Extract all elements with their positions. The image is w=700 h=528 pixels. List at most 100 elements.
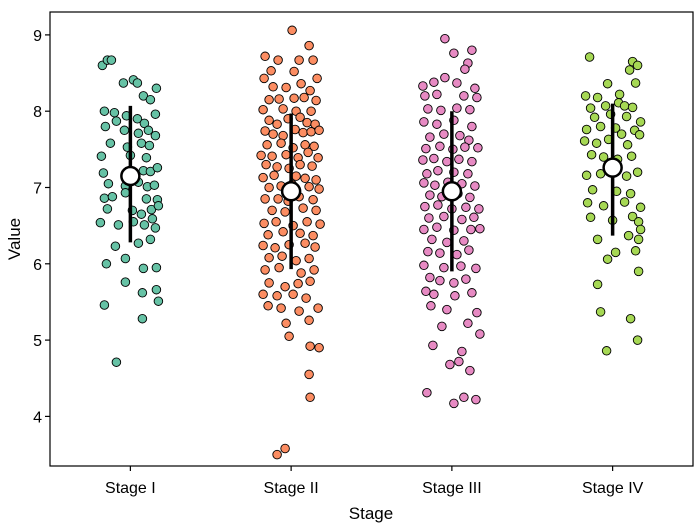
data-point <box>113 220 124 230</box>
data-point <box>461 274 471 284</box>
data-point <box>422 387 432 398</box>
data-point <box>258 104 268 115</box>
data-point <box>634 130 645 140</box>
data-point <box>137 288 148 298</box>
data-point <box>302 217 312 227</box>
data-point <box>582 198 593 208</box>
data-point <box>633 234 644 245</box>
data-point <box>311 175 321 185</box>
data-point <box>298 203 308 213</box>
data-point <box>119 125 130 136</box>
data-point <box>306 127 316 137</box>
y-tick-label: 5 <box>33 333 42 350</box>
data-point <box>153 201 164 211</box>
data-point <box>418 81 428 91</box>
mean-marker <box>602 157 623 178</box>
data-point <box>150 109 161 119</box>
data-point <box>598 201 609 211</box>
data-point <box>625 188 636 199</box>
data-point <box>103 178 114 189</box>
data-point <box>260 194 270 204</box>
data-point <box>272 291 282 301</box>
data-point <box>635 224 646 235</box>
plot-panel <box>49 11 694 467</box>
data-point <box>264 94 274 105</box>
data-point <box>309 265 319 275</box>
data-point <box>449 398 459 409</box>
data-point <box>281 82 291 93</box>
data-point <box>151 83 162 94</box>
mean-sd-summaries <box>120 103 623 272</box>
data-point <box>95 217 106 228</box>
group-points-1 <box>95 55 164 367</box>
data-point <box>305 85 315 96</box>
data-point <box>432 222 442 232</box>
data-point <box>101 259 112 269</box>
data-point <box>307 161 317 171</box>
data-point <box>263 301 273 311</box>
data-point <box>151 262 162 273</box>
data-point <box>300 173 310 184</box>
data-point <box>138 263 149 274</box>
data-point <box>419 178 429 188</box>
data-point <box>287 25 297 36</box>
data-point <box>624 65 635 75</box>
data-point <box>581 170 592 181</box>
data-point <box>581 124 592 135</box>
data-point <box>281 318 291 329</box>
data-point <box>315 219 325 229</box>
data-point <box>470 83 480 94</box>
data-point <box>439 211 449 222</box>
data-point <box>120 253 131 264</box>
data-point <box>460 142 470 152</box>
y-tick-label: 4 <box>33 409 42 426</box>
mean-marker <box>120 165 141 187</box>
data-point <box>314 125 324 136</box>
data-point <box>291 171 301 181</box>
data-point <box>264 182 274 193</box>
data-point <box>467 45 477 55</box>
data-point <box>272 449 282 460</box>
data-point <box>459 236 469 246</box>
data-point <box>141 152 152 163</box>
data-point <box>425 272 435 283</box>
data-point <box>303 147 313 158</box>
data-point <box>428 340 438 351</box>
data-point <box>467 288 477 298</box>
data-point <box>308 230 318 241</box>
data-point <box>256 150 266 161</box>
data-point <box>419 260 429 271</box>
data-point <box>118 78 129 88</box>
data-point <box>308 194 318 205</box>
data-point <box>420 91 430 101</box>
data-point <box>294 55 304 65</box>
data-point <box>105 138 116 148</box>
data-point <box>311 205 321 216</box>
data-point <box>420 201 430 212</box>
data-point <box>619 197 630 207</box>
data-point <box>308 55 318 65</box>
data-point <box>614 89 625 100</box>
data-point <box>426 301 436 311</box>
data-point <box>430 180 440 190</box>
data-point <box>314 184 324 194</box>
data-point <box>449 48 459 58</box>
data-point <box>475 329 485 339</box>
data-point <box>264 278 274 288</box>
data-point <box>466 224 476 235</box>
data-point <box>267 151 277 161</box>
data-point <box>585 212 596 223</box>
data-point <box>442 237 452 248</box>
data-point <box>260 51 270 62</box>
data-point <box>465 104 475 115</box>
data-point <box>295 159 305 170</box>
data-point <box>454 356 464 367</box>
data-point <box>473 143 483 153</box>
x-tick-label: Stage IV <box>582 480 644 497</box>
x-tick-label: Stage I <box>105 480 156 497</box>
data-point <box>622 140 633 150</box>
data-point <box>100 121 111 132</box>
data-point <box>294 306 304 316</box>
data-point <box>621 171 632 181</box>
data-point <box>295 228 305 239</box>
